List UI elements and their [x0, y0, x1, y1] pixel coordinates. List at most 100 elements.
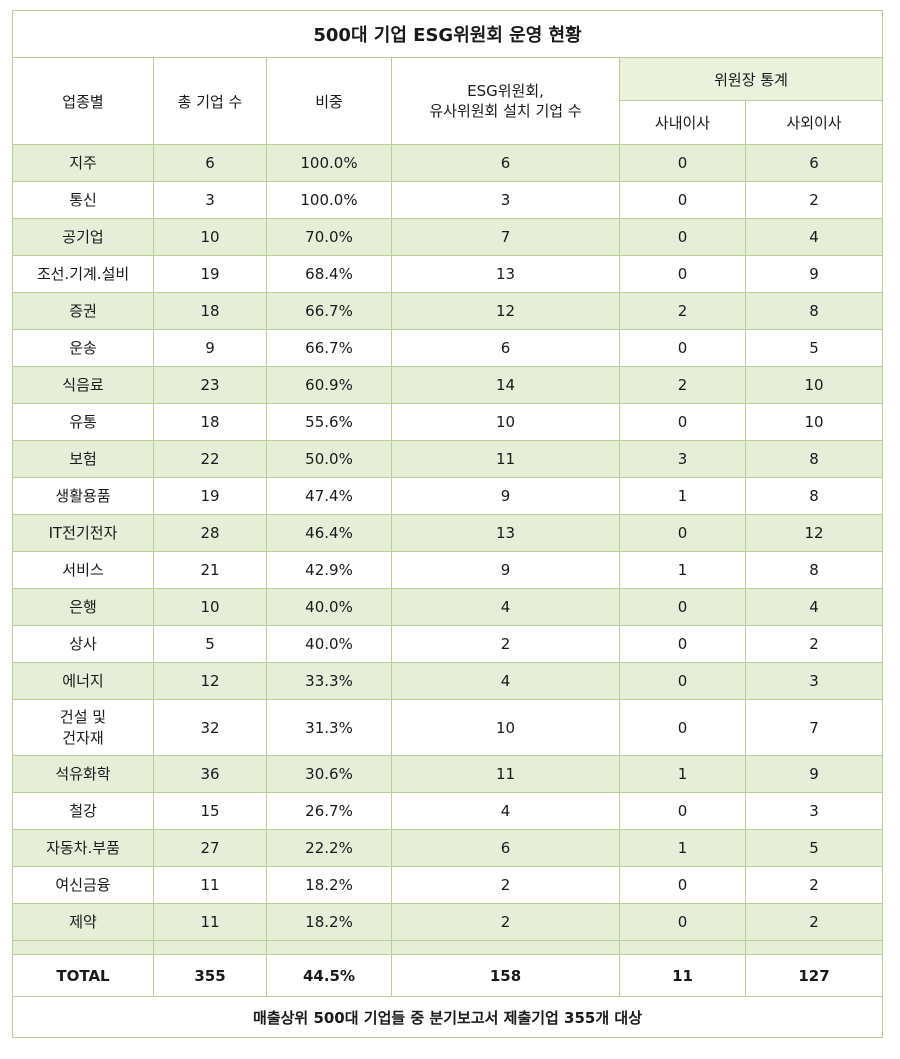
cell-esg: 10: [391, 699, 620, 756]
cell-esg: 9: [391, 477, 620, 515]
cell-ratio: 22.2%: [266, 829, 392, 867]
cell-inside: 0: [619, 144, 746, 182]
cell-industry: 석유화학: [12, 755, 154, 793]
header-outside-director: 사외이사: [744, 100, 884, 145]
cell-outside: 3: [744, 662, 884, 700]
table-row: 은행 10 40.0% 4 0 4: [12, 588, 884, 626]
spacer-cell: [391, 940, 620, 955]
header-ratio: 비중: [266, 57, 392, 145]
header-total-companies: 총 기업 수: [153, 57, 267, 145]
cell-esg: 2: [391, 625, 620, 663]
cell-ratio: 26.7%: [266, 792, 392, 830]
cell-outside: 8: [744, 551, 884, 589]
table-row: 건설 및 건자재 32 31.3% 10 0 7: [12, 699, 884, 756]
spacer-cell: [153, 940, 267, 955]
cell-industry: 생활용품: [12, 477, 154, 515]
cell-ratio: 33.3%: [266, 662, 392, 700]
total-inside: 11: [619, 954, 746, 997]
cell-esg: 13: [391, 255, 620, 293]
cell-inside: 0: [619, 514, 746, 552]
footnote: 매출상위 500대 기업들 중 분기보고서 제출기업 355개 대상: [11, 996, 884, 1038]
cell-outside: 5: [744, 329, 884, 367]
cell-total: 10: [153, 218, 267, 256]
cell-industry: 공기업: [12, 218, 154, 256]
cell-total: 9: [153, 329, 267, 367]
cell-outside: 9: [744, 255, 884, 293]
cell-ratio: 18.2%: [266, 866, 392, 904]
table-row: 서비스 21 42.9% 9 1 8: [12, 551, 884, 589]
table-row: 지주 6 100.0% 6 0 6: [12, 144, 884, 182]
spacer-cell: [744, 940, 884, 955]
cell-outside: 2: [744, 181, 884, 219]
cell-industry: 식음료: [12, 366, 154, 404]
cell-ratio: 50.0%: [266, 440, 392, 478]
table-row: 상사 5 40.0% 2 0 2: [12, 625, 884, 663]
cell-outside: 8: [744, 440, 884, 478]
table-row: 에너지 12 33.3% 4 0 3: [12, 662, 884, 700]
table-body: 지주 6 100.0% 6 0 6 통신 3 100.0% 3 0 2 공기업 10 70.0% 7 0 4 조선.…: [12, 144, 884, 955]
cell-inside: 2: [619, 366, 746, 404]
cell-total: 11: [153, 903, 267, 941]
table-row: 공기업 10 70.0% 7 0 4: [12, 218, 884, 256]
cell-industry: 에너지: [12, 662, 154, 700]
cell-total: 19: [153, 477, 267, 515]
total-companies: 355: [153, 954, 267, 997]
table-row: 보험 22 50.0% 11 3 8: [12, 440, 884, 478]
cell-industry: 유통: [12, 403, 154, 441]
cell-outside: 9: [744, 755, 884, 793]
cell-ratio: 42.9%: [266, 551, 392, 589]
cell-industry: 자동차.부품: [12, 829, 154, 867]
table-row: 증권 18 66.7% 12 2 8: [12, 292, 884, 330]
cell-inside: 1: [619, 755, 746, 793]
spacer-row: [12, 940, 884, 955]
cell-total: 18: [153, 292, 267, 330]
cell-outside: 8: [744, 292, 884, 330]
cell-ratio: 46.4%: [266, 514, 392, 552]
cell-inside: 0: [619, 255, 746, 293]
cell-ratio: 66.7%: [266, 292, 392, 330]
cell-industry: 운송: [12, 329, 154, 367]
cell-industry: 제약: [12, 903, 154, 941]
cell-ratio: 18.2%: [266, 903, 392, 941]
header-esg-committee: ESG위원회, 유사위원회 설치 기업 수: [391, 57, 620, 145]
cell-inside: 0: [619, 588, 746, 626]
cell-esg: 13: [391, 514, 620, 552]
total-ratio: 44.5%: [266, 954, 392, 997]
cell-esg: 4: [391, 588, 620, 626]
cell-total: 21: [153, 551, 267, 589]
cell-inside: 0: [619, 662, 746, 700]
cell-esg: 6: [391, 829, 620, 867]
table-row: 운송 9 66.7% 6 0 5: [12, 329, 884, 367]
header-inside-director: 사내이사: [619, 100, 746, 145]
cell-total: 12: [153, 662, 267, 700]
cell-industry: 상사: [12, 625, 154, 663]
cell-inside: 0: [619, 329, 746, 367]
cell-inside: 2: [619, 292, 746, 330]
cell-ratio: 100.0%: [266, 181, 392, 219]
cell-total: 32: [153, 699, 267, 756]
cell-inside: 3: [619, 440, 746, 478]
cell-esg: 4: [391, 792, 620, 830]
cell-inside: 0: [619, 903, 746, 941]
cell-ratio: 66.7%: [266, 329, 392, 367]
cell-industry: 서비스: [12, 551, 154, 589]
table-row: 석유화학 36 30.6% 11 1 9: [12, 755, 884, 793]
cell-esg: 9: [391, 551, 620, 589]
cell-ratio: 40.0%: [266, 625, 392, 663]
cell-total: 28: [153, 514, 267, 552]
spacer-cell: [266, 940, 392, 955]
cell-esg: 7: [391, 218, 620, 256]
cell-inside: 1: [619, 829, 746, 867]
cell-esg: 10: [391, 403, 620, 441]
cell-total: 5: [153, 625, 267, 663]
cell-outside: 5: [744, 829, 884, 867]
cell-inside: 0: [619, 866, 746, 904]
cell-outside: 2: [744, 625, 884, 663]
cell-outside: 12: [744, 514, 884, 552]
total-outside: 127: [744, 954, 884, 997]
cell-total: 27: [153, 829, 267, 867]
cell-outside: 2: [744, 903, 884, 941]
cell-outside: 4: [744, 218, 884, 256]
total-row: TOTAL 355 44.5% 158 11 127: [12, 954, 884, 997]
cell-industry: 건설 및 건자재: [12, 699, 154, 756]
